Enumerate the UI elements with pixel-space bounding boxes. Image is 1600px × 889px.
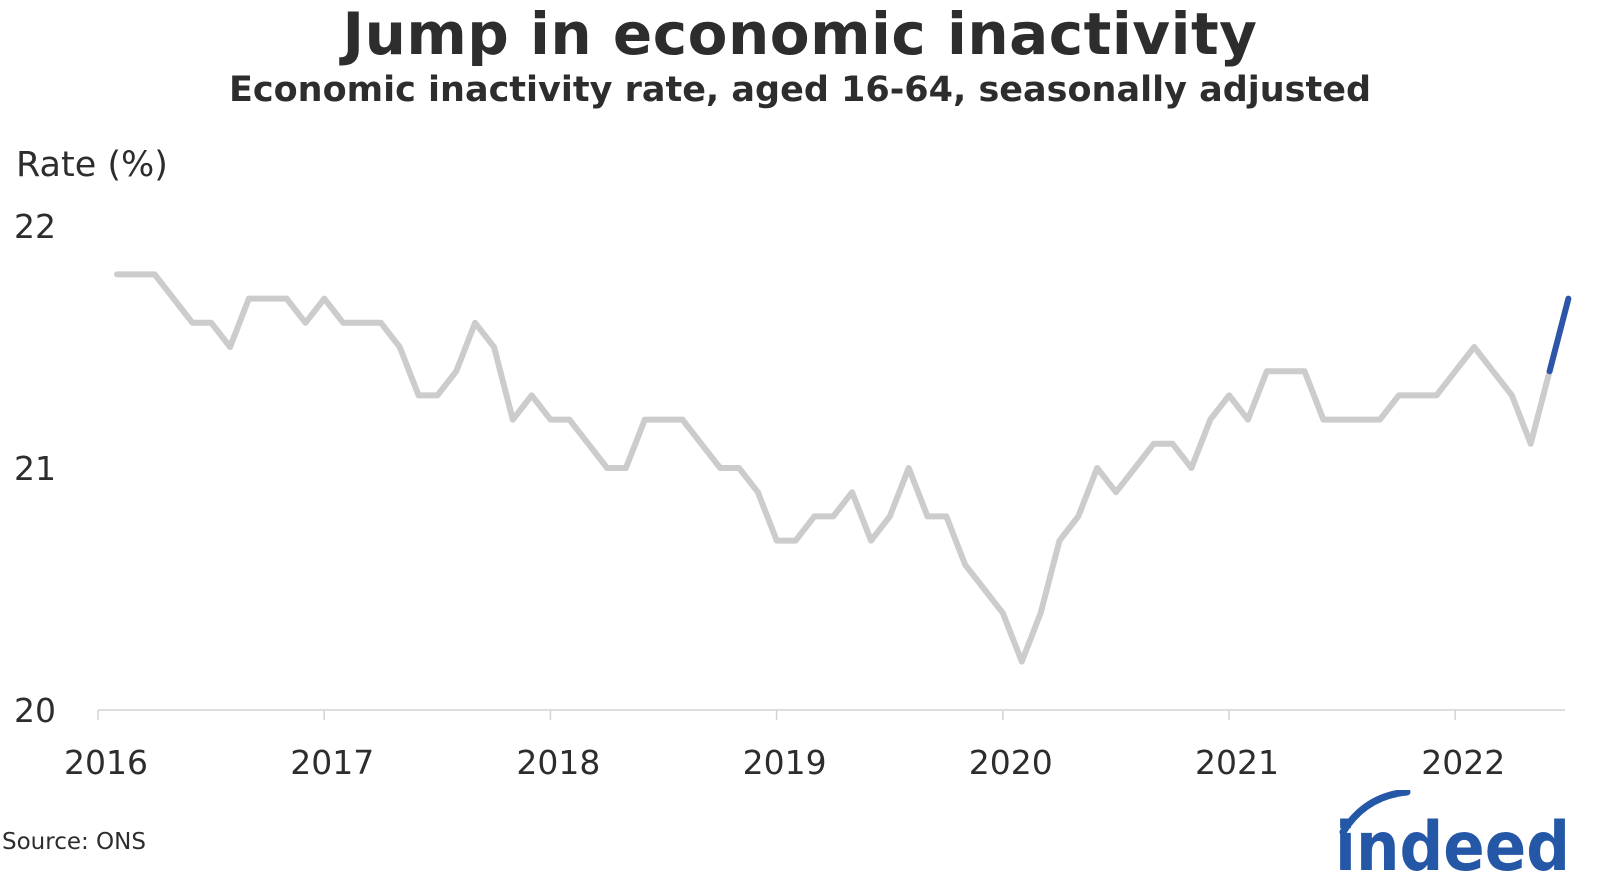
- x-tick-label: 2019: [743, 743, 827, 782]
- series-line-inactivity-rate: [114, 271, 1553, 665]
- x-tick-label: 2017: [290, 743, 374, 782]
- x-tick-label: 2020: [969, 743, 1053, 782]
- chart-subtitle: Economic inactivity rate, aged 16-64, se…: [228, 70, 1372, 110]
- y-tick-labels: 20 21 22: [14, 207, 56, 730]
- logo-wordmark: indeed: [1335, 808, 1570, 880]
- chart-title: Jump in economic inactivity: [342, 0, 1258, 68]
- indeed-logo: indeed: [1335, 790, 1570, 880]
- y-axis-label: Rate (%): [16, 145, 168, 185]
- source-note: Source: ONS: [2, 829, 146, 855]
- logo-arc: [1339, 790, 1411, 836]
- x-tick-label: 2018: [516, 743, 600, 782]
- series-layer: [114, 271, 1572, 665]
- x-tick-label: 2022: [1421, 743, 1505, 782]
- y-tick-label: 20: [14, 691, 56, 730]
- y-tick-label: 21: [14, 449, 56, 488]
- y-tick-label: 22: [14, 207, 56, 246]
- x-ticks: 2016 2017 2018 2019 2020 2021 2022: [64, 710, 1505, 782]
- x-tick-label: 2021: [1195, 743, 1279, 782]
- x-tick-label: 2016: [64, 743, 148, 782]
- series-line-latest: [1546, 295, 1572, 375]
